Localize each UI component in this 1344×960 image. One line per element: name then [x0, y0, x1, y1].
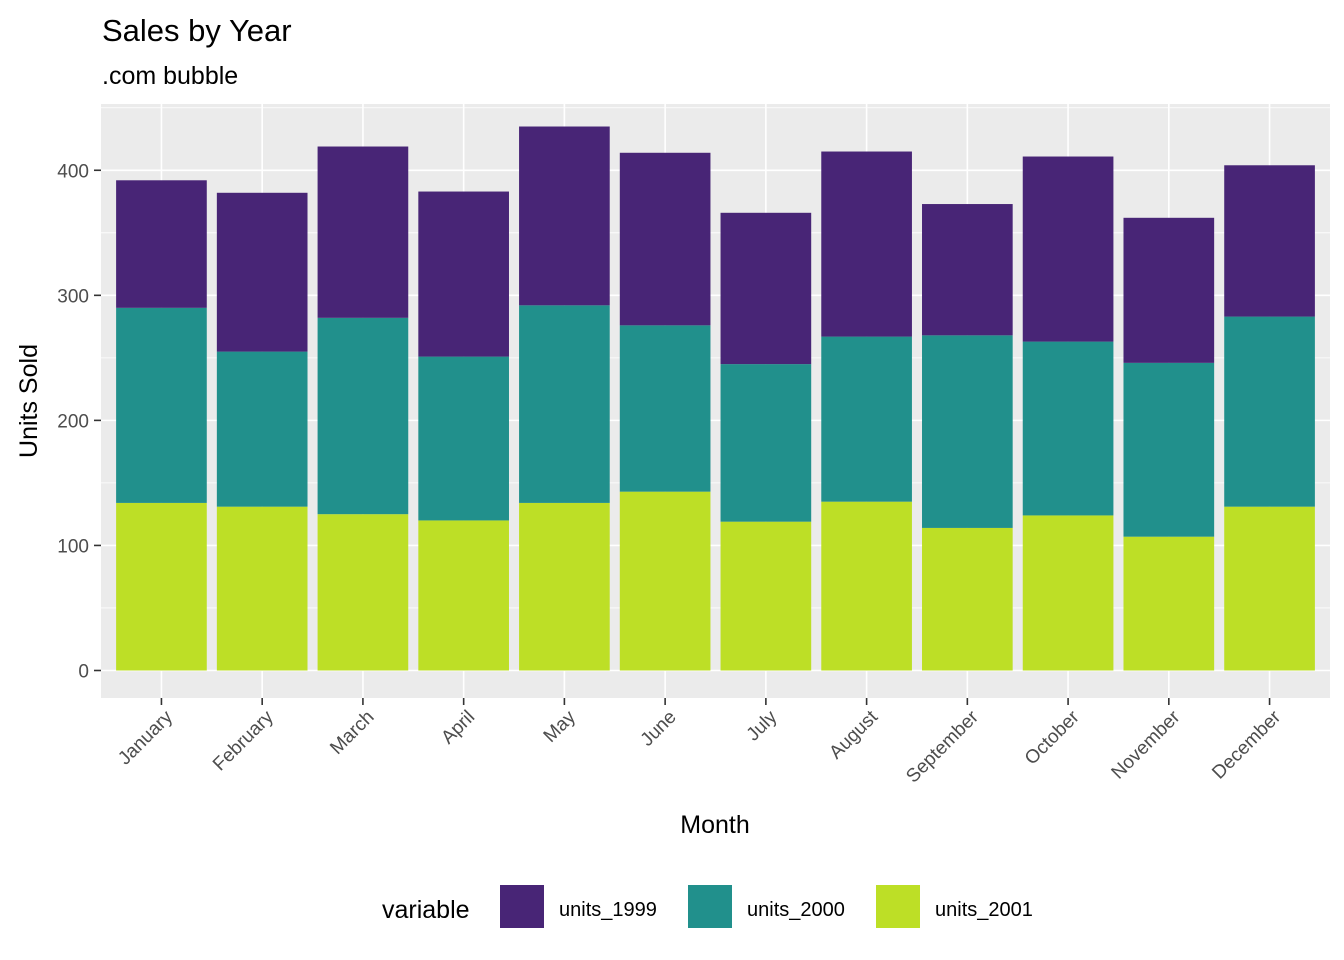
bar-units_2000-august: [821, 336, 912, 502]
bar-units_1999-october: [1022, 156, 1114, 342]
bar-units_2000-november: [1123, 362, 1215, 537]
y-tick-label: 100: [57, 536, 89, 557]
bar-units_2001-june: [619, 491, 711, 671]
bar-units_1999-november: [1123, 217, 1215, 363]
bar-units_2000-april: [418, 356, 509, 521]
bar-units_2001-march: [317, 514, 409, 671]
x-axis: January February March April May June July Augu…: [114, 698, 1286, 787]
x-tick-label-december: December: [1208, 706, 1285, 783]
bar-units_2000-december: [1224, 316, 1315, 507]
x-tick-label-november: November: [1108, 706, 1185, 783]
legend-key-units_1999: [500, 885, 544, 928]
bar-units_1999-june: [619, 152, 711, 326]
legend-label-units_1999: units_1999: [559, 899, 657, 921]
x-tick-label-april: April: [437, 707, 479, 749]
legend-title: variable: [382, 896, 470, 924]
legend-label-units_2000: units_2000: [747, 899, 845, 921]
x-tick-label-march: March: [326, 707, 378, 759]
bar-units_1999-april: [418, 191, 509, 357]
x-tick-label-august: August: [825, 706, 882, 763]
bar-units_2001-december: [1224, 506, 1315, 671]
y-axis-title: Units Sold: [15, 344, 43, 458]
y-tick-label: 0: [78, 661, 89, 682]
bar-units_2001-november: [1123, 536, 1215, 671]
y-tick-label: 400: [57, 161, 89, 182]
bar-units_2001-october: [1022, 515, 1114, 671]
x-tick-label-july: July: [743, 706, 782, 745]
bar-units_2000-may: [519, 305, 610, 503]
x-tick-label-january: January: [114, 706, 177, 769]
bar-units_2001-april: [418, 520, 509, 671]
x-tick-label-may: May: [540, 706, 581, 747]
bar-units_2000-september: [922, 335, 1013, 528]
chart-title: Sales by Year: [102, 13, 292, 48]
chart-subtitle: .com bubble: [102, 62, 238, 90]
x-tick-label-june: June: [637, 707, 681, 751]
bar-units_2000-february: [216, 351, 308, 507]
bar-units_2001-september: [922, 527, 1013, 671]
bar-units_2001-january: [116, 502, 207, 671]
x-tick-label-october: October: [1021, 706, 1084, 769]
bar-units_1999-january: [116, 180, 207, 308]
bar-units_2000-march: [317, 317, 409, 515]
bar-units_2001-august: [821, 501, 912, 671]
bar-units_2000-january: [116, 307, 207, 503]
bar-units_1999-february: [216, 192, 308, 352]
x-tick-label-september: September: [902, 706, 983, 787]
bar-units_2000-october: [1022, 341, 1114, 516]
bar-units_1999-may: [519, 126, 610, 306]
legend-label-units_2001: units_2001: [935, 899, 1033, 921]
bar-units_1999-december: [1224, 165, 1315, 317]
bar-units_1999-march: [317, 146, 409, 318]
bar-units_1999-september: [922, 204, 1013, 336]
y-tick-label: 300: [57, 286, 89, 307]
legend: variable units_1999 units_2000 units_2001: [382, 885, 1033, 928]
bar-units_2000-june: [619, 325, 711, 492]
x-axis-title: Month: [680, 811, 749, 839]
bars: [116, 126, 1315, 671]
legend-key-units_2000: [688, 885, 732, 928]
y-tick-label: 200: [57, 411, 89, 432]
y-axis: 0 100 200 300 400: [57, 161, 101, 682]
bar-units_2001-february: [216, 506, 308, 671]
legend-key-units_2001: [876, 885, 920, 928]
bar-units_2001-may: [519, 502, 610, 671]
bar-units_2000-july: [720, 364, 812, 522]
bar-units_2001-july: [720, 521, 812, 671]
x-tick-label-february: February: [209, 706, 278, 775]
bar-units_1999-july: [720, 212, 812, 365]
bar-units_1999-august: [821, 151, 912, 337]
